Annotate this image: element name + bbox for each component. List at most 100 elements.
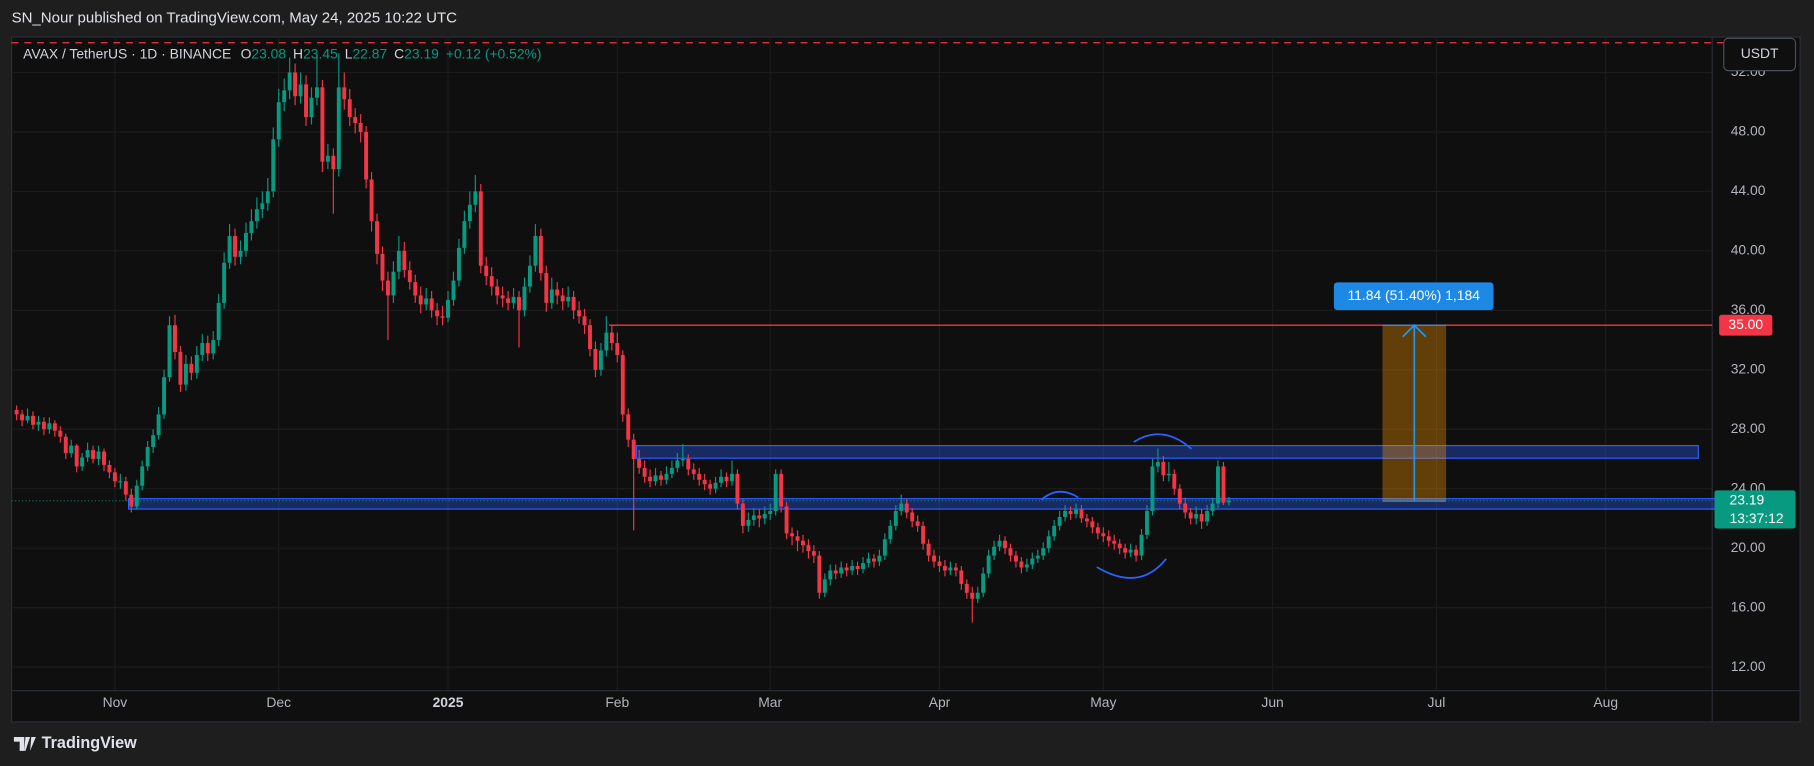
candle-body — [63, 436, 68, 454]
candle-body — [331, 155, 336, 170]
candle-body — [298, 84, 303, 97]
target-tag — [1719, 314, 1773, 336]
candle-body — [41, 421, 46, 430]
candle-body — [336, 87, 341, 170]
candle-body — [69, 445, 74, 454]
candle-body — [828, 570, 833, 580]
candle-body — [1177, 488, 1182, 504]
candle-body — [413, 282, 418, 296]
open-value: 23.08 — [251, 45, 286, 61]
candle-body — [713, 482, 718, 489]
y-tick-label: 48.00 — [1731, 123, 1766, 139]
high-label: H — [293, 45, 303, 61]
candle-body — [620, 354, 625, 415]
close-label: C — [394, 45, 404, 61]
candle-body — [549, 289, 554, 303]
candle-body — [435, 310, 440, 317]
candle-body — [52, 423, 57, 431]
candle-body — [615, 343, 620, 355]
candle-body — [375, 221, 379, 254]
candle-body — [959, 570, 964, 584]
candle-body — [675, 460, 680, 468]
candle-body — [533, 235, 538, 266]
candle-body — [1008, 548, 1013, 556]
candle-body — [844, 567, 849, 571]
currency-button[interactable]: USDT — [1723, 37, 1797, 72]
candle-body — [850, 566, 855, 571]
low-value: 22.87 — [352, 45, 387, 61]
candle-body — [456, 247, 461, 281]
candle-body — [347, 99, 352, 118]
candle-body — [424, 298, 429, 305]
candle-body — [784, 506, 789, 534]
candle-body — [702, 479, 707, 485]
candle-body — [309, 97, 314, 118]
candle-body — [555, 289, 560, 296]
candle-body — [719, 476, 724, 483]
candle-body — [566, 296, 571, 302]
candle-body — [1166, 473, 1171, 476]
candle-body — [178, 351, 183, 385]
candle-body — [1090, 521, 1095, 528]
candle-body — [1106, 536, 1111, 541]
candle-body — [342, 87, 347, 100]
candle-body — [129, 494, 134, 507]
candle-body — [970, 592, 975, 599]
candle-body — [1052, 525, 1057, 537]
candle-body — [156, 414, 161, 436]
candle-body — [1128, 549, 1133, 553]
candle-body — [937, 561, 942, 567]
candle-body — [609, 332, 614, 344]
candle-body — [877, 555, 882, 562]
zone — [635, 445, 1699, 459]
candle-body — [495, 286, 500, 296]
button-label[interactable]: USDT — [1741, 45, 1779, 61]
candle-body — [1101, 533, 1106, 537]
y-tick-label: 32.00 — [1731, 360, 1766, 376]
candle-body — [795, 536, 800, 541]
candle-body — [839, 567, 844, 574]
y-tick-label: 16.00 — [1731, 598, 1766, 614]
candle-body — [730, 473, 734, 482]
candle-body — [757, 515, 762, 519]
candle-body — [790, 533, 795, 537]
candle-body — [265, 191, 270, 204]
arc-drawing — [1040, 490, 1079, 501]
candle-body — [1084, 518, 1089, 522]
candle-body — [96, 451, 101, 459]
candle-body — [183, 363, 188, 385]
candle-body — [964, 583, 969, 593]
candle-body — [942, 566, 947, 571]
candle-body — [571, 296, 576, 311]
candle-body — [402, 250, 407, 271]
candle-body — [1117, 543, 1122, 549]
candle-body — [986, 555, 991, 574]
candle-body — [740, 503, 745, 526]
symbol: AVAX / TetherUS · 1D · BINANCE — [23, 45, 231, 61]
arc-drawing — [1133, 433, 1193, 450]
candle-body — [489, 276, 494, 287]
candle-body — [140, 466, 145, 486]
candle-body — [473, 191, 478, 205]
candle-body — [855, 566, 860, 569]
candle-body — [200, 343, 205, 355]
candle-body — [735, 473, 740, 504]
y-tick-label: 28.00 — [1731, 420, 1766, 436]
candle-body — [1019, 561, 1024, 568]
close-value: 23.19 — [404, 45, 439, 61]
candle-body — [527, 265, 532, 287]
candle-body — [953, 567, 958, 571]
brand-logo — [13, 737, 36, 751]
candle-body — [304, 84, 309, 118]
candle-body — [833, 570, 838, 574]
candle-body — [271, 139, 276, 192]
change: +0.12 (+0.52%) — [446, 45, 542, 61]
symbol-legend: AVAX / TetherUS · 1D · BINANCE O23.08 H23.… — [23, 45, 541, 61]
candle-body — [74, 445, 79, 467]
target-tag-label: 35.00 — [1728, 316, 1763, 332]
x-tick-label: Mar — [758, 694, 782, 710]
candle-body — [167, 325, 172, 378]
candle-body — [1210, 503, 1215, 512]
candle-body — [1150, 466, 1155, 512]
